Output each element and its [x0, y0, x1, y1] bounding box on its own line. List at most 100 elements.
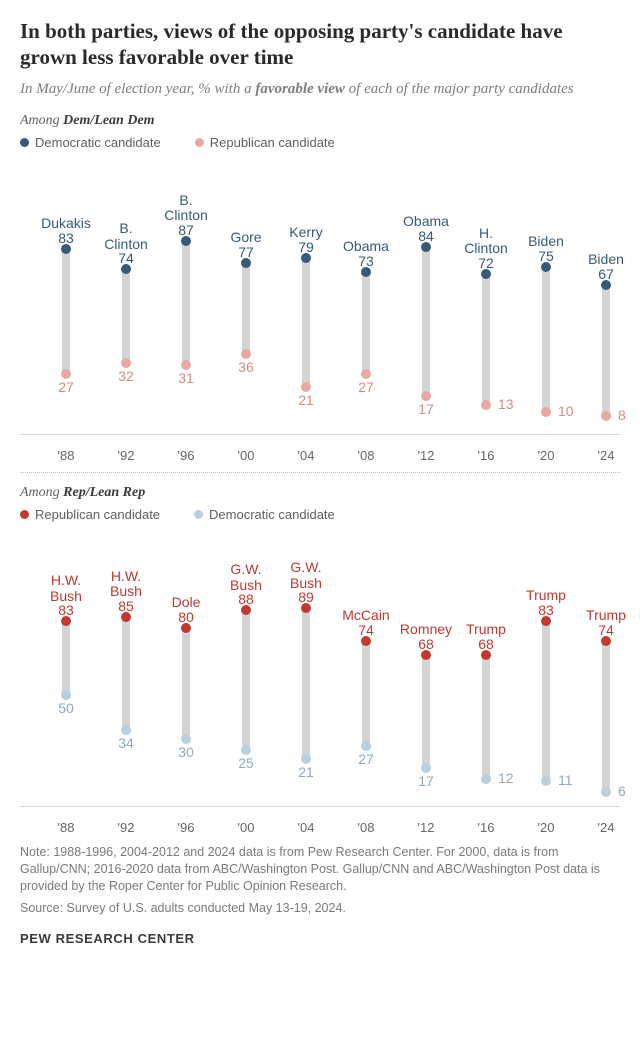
x-tick: '04	[298, 448, 315, 463]
legend-label: Democratic candidate	[209, 507, 335, 522]
connector-bar	[182, 241, 190, 365]
legend-label: Democratic candidate	[35, 135, 161, 150]
x-tick: '08	[358, 448, 375, 463]
x-tick: '08	[358, 820, 375, 835]
connector-bar	[122, 269, 130, 362]
top-value: 85	[118, 599, 134, 614]
x-tick: '16	[478, 448, 495, 463]
connector-bar	[542, 621, 550, 781]
bottom-value: 27	[58, 380, 74, 395]
connector-bar	[122, 617, 130, 730]
bottom-value: 34	[118, 736, 134, 751]
connector-bar	[482, 655, 490, 779]
chart-subtitle: In May/June of election year, % with a f…	[20, 79, 620, 99]
connector-bar	[482, 274, 490, 405]
x-tick: '00	[238, 820, 255, 835]
section-divider	[20, 472, 620, 473]
bottom-value: 50	[58, 701, 74, 716]
connector-bar	[182, 628, 190, 739]
chart-column: B.Clinton7432	[98, 154, 154, 444]
candidate-name: H.W.Bush	[50, 573, 82, 604]
chart-column: Romney6817	[398, 526, 454, 816]
bottom-point-icon	[421, 391, 431, 401]
bottom-value: 30	[178, 745, 194, 760]
legend-item: Democratic candidate	[20, 135, 161, 150]
top-value: 83	[538, 603, 554, 618]
bottom-value: 32	[118, 369, 134, 384]
legend: Republican candidate Democratic candidate	[20, 507, 620, 522]
connector-bar	[62, 249, 70, 373]
group-label-strong: Dem/Lean Dem	[63, 113, 154, 128]
x-tick: '00	[238, 448, 255, 463]
bottom-value: 17	[418, 402, 434, 417]
top-value: 67	[598, 267, 614, 282]
connector-bar	[362, 641, 370, 745]
x-tick: '20	[538, 448, 555, 463]
top-value: 83	[58, 603, 74, 618]
bottom-point-icon	[481, 400, 491, 410]
bottom-value: 36	[238, 360, 254, 375]
legend-dot-icon	[20, 138, 29, 147]
x-axis: '88'92'96'00'04'08'12'16'20'24	[20, 444, 620, 466]
chart-column: H.W.Bush8534	[98, 526, 154, 816]
bottom-value: 10	[558, 404, 574, 419]
bottom-point-icon	[421, 763, 431, 773]
bottom-value: 27	[358, 752, 374, 767]
x-tick: '16	[478, 820, 495, 835]
bottom-point-icon	[241, 349, 251, 359]
top-value: 74	[118, 251, 134, 266]
bottom-point-icon	[301, 382, 311, 392]
chart-title: In both parties, views of the opposing p…	[20, 18, 620, 71]
connector-bar	[542, 267, 550, 411]
bottom-value: 27	[358, 380, 374, 395]
bottom-point-icon	[601, 411, 611, 421]
bottom-point-icon	[241, 745, 251, 755]
group-label-pre: Among	[20, 485, 63, 500]
candidate-name: H.Clinton	[464, 226, 508, 257]
connector-bar	[362, 272, 370, 374]
top-value: 80	[178, 610, 194, 625]
bottom-value: 6	[618, 784, 626, 799]
chart-column: H.W.Bush83 50	[38, 526, 94, 816]
candidate-name: G.W.Bush	[290, 560, 322, 591]
top-value: 89	[298, 590, 314, 605]
legend-item: Republican candidate	[20, 507, 160, 522]
group-label: Among Dem/Lean Dem	[20, 113, 620, 129]
candidate-name: B.Clinton	[164, 193, 208, 224]
x-tick: '12	[418, 448, 435, 463]
group-label-pre: Among	[20, 113, 63, 128]
dumbbell-chart: Dukakis8327B.Clinton7432B.Clinton8731Gor…	[20, 154, 620, 444]
x-tick: '92	[118, 820, 135, 835]
x-tick: '92	[118, 448, 135, 463]
x-tick: '12	[418, 820, 435, 835]
bottom-point-icon	[121, 725, 131, 735]
legend-item: Democratic candidate	[194, 507, 335, 522]
bottom-point-icon	[181, 360, 191, 370]
chart-column: Biden678	[578, 154, 634, 444]
top-value: 83	[58, 231, 74, 246]
connector-bar	[302, 258, 310, 387]
bottom-value: 25	[238, 756, 254, 771]
bottom-value: 8	[618, 408, 626, 423]
x-tick: '24	[598, 820, 615, 835]
top-value: 84	[418, 229, 434, 244]
bottom-point-icon	[61, 690, 71, 700]
x-tick: '96	[178, 448, 195, 463]
chart-column: Trump746	[578, 526, 634, 816]
bottom-point-icon	[361, 369, 371, 379]
chart-column: Dukakis8327	[38, 154, 94, 444]
legend-dot-icon	[194, 510, 203, 519]
bottom-value: 12	[498, 771, 514, 786]
chart-column: Obama7327	[338, 154, 394, 444]
connector-bar	[242, 263, 250, 354]
legend-item: Republican candidate	[195, 135, 335, 150]
x-tick: '88	[58, 448, 75, 463]
footnote: Note: 1988-1996, 2004-2012 and 2024 data…	[20, 844, 620, 895]
connector-bar	[242, 610, 250, 750]
chart-column: Dole8030	[158, 526, 214, 816]
connector-bar	[302, 608, 310, 759]
chart-column: Obama8417	[398, 154, 454, 444]
connector-bar	[422, 247, 430, 396]
group-label-strong: Rep/Lean Rep	[63, 485, 145, 500]
top-value: 75	[538, 249, 554, 264]
